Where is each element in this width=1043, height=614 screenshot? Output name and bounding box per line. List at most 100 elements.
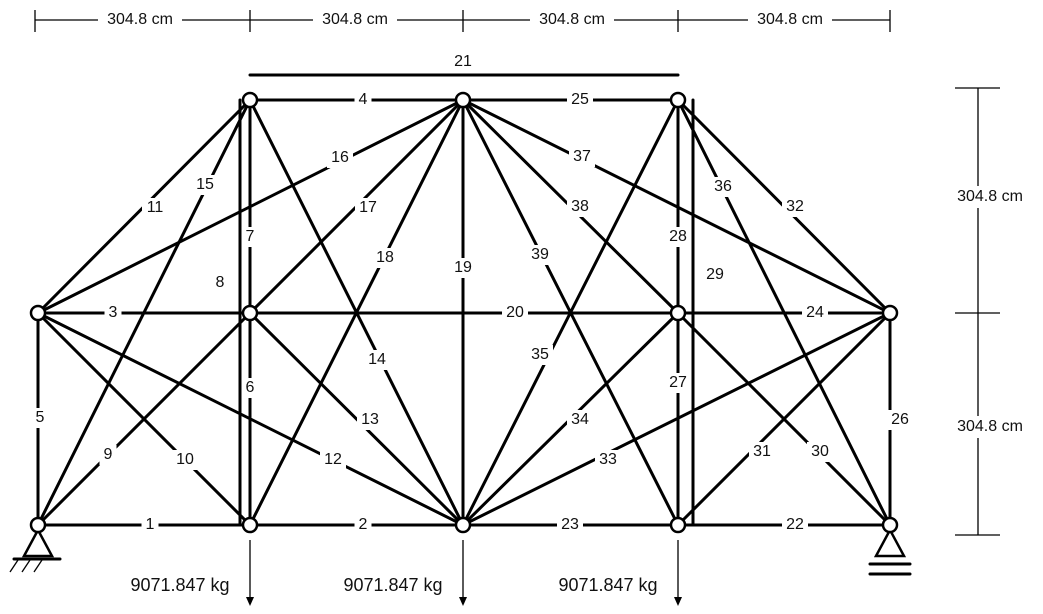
dimension-label: 304.8 cm [957,188,1023,205]
member-label: 25 [571,91,589,108]
member-label: 19 [454,259,472,276]
label-background [527,245,553,265]
member-label: 30 [811,443,829,460]
member-label: 23 [561,516,579,533]
label-background [98,10,182,30]
label-background [567,90,593,110]
member-label: 11 [147,199,164,216]
dimension-label: 304.8 cm [757,11,823,28]
member-label: 39 [531,246,549,263]
dimension-label: 304.8 cm [539,11,605,28]
label-background [211,273,229,293]
label-background [141,515,159,535]
member-label: 34 [571,411,589,428]
joint [881,516,899,534]
label-background [749,442,775,462]
member-label: 29 [706,266,724,283]
label-background [530,10,614,30]
joint [669,91,687,109]
member-label: 32 [786,198,804,215]
label-background [31,408,49,428]
member [248,311,465,527]
member-label: 28 [669,228,687,245]
label-background [502,303,528,323]
member-label: 13 [361,411,379,428]
joint [454,516,472,534]
label-background [354,515,372,535]
label-background [665,373,691,393]
label-background [567,197,593,217]
load-label: 9071.847 kg [343,575,442,595]
label-background [241,227,259,247]
label-background [748,10,832,30]
member-label: 26 [891,411,909,428]
label-background [527,345,553,365]
joint [669,516,687,534]
joint [29,516,47,534]
member [36,311,252,527]
member-label: 38 [571,198,589,215]
label-background [782,515,808,535]
member-label: 33 [599,451,617,468]
label-background [241,378,259,398]
label-background [710,177,736,197]
supports [9,527,912,576]
member-label: 16 [331,149,349,166]
joint [454,91,472,109]
member [676,98,892,527]
member-label: 21 [454,53,472,70]
member-label: 4 [359,91,368,108]
member-label: 27 [669,374,687,391]
member-label: 1 [146,516,155,533]
member-label: 9 [104,446,113,463]
joint [669,304,687,322]
joint [241,516,259,534]
member-label: 35 [531,346,549,363]
member-label: 5 [36,409,45,426]
member [461,311,892,527]
label-background [357,410,383,430]
label-background [313,10,397,30]
member-label: 14 [368,351,386,368]
label-background [142,198,168,218]
label-background [172,450,198,470]
label-background [595,450,621,470]
member-label: 24 [806,304,824,321]
member [676,311,892,527]
member-label: 22 [786,516,804,533]
label-background [104,303,122,323]
member-label: 20 [506,304,524,321]
load-arrowhead [674,597,682,606]
label-background [702,265,728,285]
member [36,98,252,527]
member [461,98,892,315]
label-background [782,197,808,217]
member-label: 17 [359,199,377,216]
member [36,311,465,527]
dimension-label: 304.8 cm [322,11,388,28]
label-background [99,445,117,465]
member-label: 7 [246,228,255,245]
dimension-label: 304.8 cm [957,418,1023,435]
member [461,98,680,527]
label-background [192,175,218,195]
label-background [945,416,1037,438]
joint [241,91,259,109]
label-background [355,198,381,218]
label-background [354,90,372,110]
load-label: 9071.847 kg [130,575,229,595]
label-background [567,410,593,430]
label-background [557,515,583,535]
member-label: 10 [176,451,194,468]
member-label: 6 [246,379,255,396]
joint [241,304,259,322]
member [36,98,465,315]
label-background [450,258,476,278]
member-label: 36 [714,178,732,195]
joint [881,304,899,322]
member-label: 12 [324,451,342,468]
label-background [327,148,353,168]
label-background [665,227,691,247]
